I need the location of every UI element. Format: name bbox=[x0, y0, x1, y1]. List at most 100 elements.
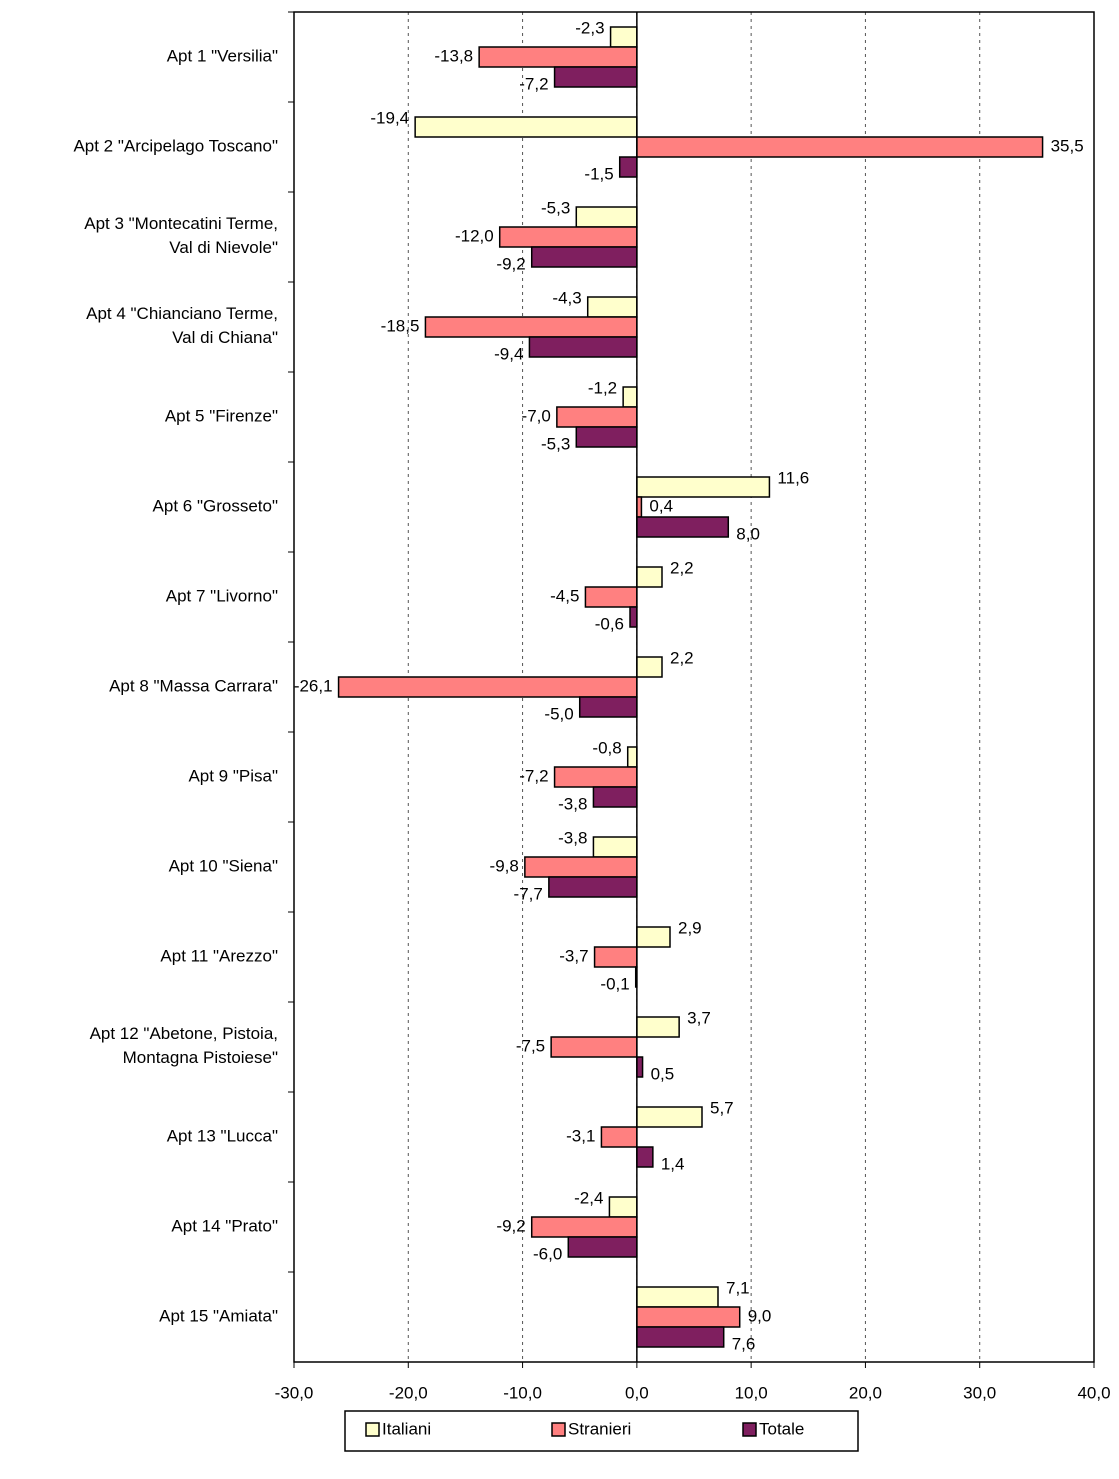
bar bbox=[636, 1326, 725, 1348]
x-tick-label: -20,0 bbox=[389, 1383, 428, 1402]
bar bbox=[575, 206, 638, 228]
y-tick-label: Apt 5 "Firenze" bbox=[165, 406, 278, 425]
y-tick-label: Apt 12 "Abetone, Pistoia, Montagna Pistoi… bbox=[90, 1024, 278, 1067]
bar bbox=[528, 336, 638, 358]
data-label: -0,1 bbox=[600, 974, 629, 993]
data-label: -13,8 bbox=[434, 46, 473, 65]
data-label: -1,5 bbox=[584, 164, 613, 183]
data-label: -18,5 bbox=[381, 316, 420, 335]
y-tick-label: Apt 13 "Lucca" bbox=[167, 1126, 278, 1145]
y-tick-label: Apt 14 "Prato" bbox=[171, 1216, 278, 1235]
data-label: 0,5 bbox=[651, 1064, 675, 1083]
y-tick-label: Apt 10 "Siena" bbox=[169, 856, 278, 875]
bar bbox=[636, 1056, 644, 1078]
data-label: 2,2 bbox=[670, 558, 694, 577]
bar bbox=[608, 1196, 638, 1218]
x-tick-label: 0,0 bbox=[625, 1383, 649, 1402]
bar bbox=[636, 566, 663, 588]
bar bbox=[584, 586, 638, 608]
data-label: -0,8 bbox=[592, 738, 621, 757]
bar bbox=[636, 1016, 680, 1038]
x-tick-label: 30,0 bbox=[963, 1383, 996, 1402]
bar bbox=[337, 676, 638, 698]
bar bbox=[622, 386, 638, 408]
bar bbox=[636, 516, 730, 538]
y-tick-label: Apt 3 "Montecatini Terme, Val di Nievole" bbox=[84, 214, 278, 257]
bar bbox=[636, 656, 663, 678]
data-label: 2,2 bbox=[670, 648, 694, 667]
data-label: -2,4 bbox=[574, 1188, 603, 1207]
plot-border bbox=[293, 11, 1095, 1363]
data-label: -3,1 bbox=[566, 1126, 595, 1145]
bar bbox=[524, 856, 638, 878]
data-label: -12,0 bbox=[455, 226, 494, 245]
data-label: -5,3 bbox=[541, 434, 570, 453]
data-label: -1,2 bbox=[588, 378, 617, 397]
y-tick-label: Apt 1 "Versilia" bbox=[167, 46, 278, 65]
bar bbox=[414, 116, 638, 138]
bar bbox=[593, 946, 638, 968]
legend-box bbox=[344, 1410, 859, 1452]
data-label: -7,2 bbox=[519, 74, 548, 93]
y-tick-label: Apt 2 "Arcipelago Toscano" bbox=[73, 136, 278, 155]
legend-label: Italiani bbox=[382, 1419, 431, 1438]
bar bbox=[618, 156, 638, 178]
bar bbox=[586, 296, 638, 318]
bar bbox=[592, 786, 638, 808]
y-tick-label: Apt 8 "Massa Carrara" bbox=[109, 676, 278, 695]
bar bbox=[636, 1306, 741, 1328]
data-label: -19,4 bbox=[370, 108, 409, 127]
bar bbox=[548, 876, 638, 898]
bar bbox=[578, 696, 638, 718]
y-tick-label: Apt 9 "Pisa" bbox=[188, 766, 278, 785]
y-tick-label: Apt 6 "Grosseto" bbox=[153, 496, 278, 515]
data-label: 7,1 bbox=[726, 1278, 750, 1297]
data-label: 35,5 bbox=[1051, 136, 1084, 155]
bar bbox=[575, 426, 638, 448]
y-tick-label: Apt 15 "Amiata" bbox=[159, 1306, 278, 1325]
data-label: -3,8 bbox=[558, 828, 587, 847]
bar bbox=[636, 1286, 719, 1308]
data-label: -7,5 bbox=[516, 1036, 545, 1055]
bar bbox=[592, 836, 638, 858]
bar bbox=[636, 136, 1044, 158]
bar bbox=[567, 1236, 638, 1258]
bar bbox=[626, 746, 638, 768]
bar bbox=[553, 766, 638, 788]
bar bbox=[550, 1036, 638, 1058]
data-label: -9,8 bbox=[490, 856, 519, 875]
legend-label: Stranieri bbox=[568, 1419, 631, 1438]
bar bbox=[636, 476, 771, 498]
data-label: -5,3 bbox=[541, 198, 570, 217]
x-tick-label: 40,0 bbox=[1077, 1383, 1110, 1402]
data-label: -0,6 bbox=[595, 614, 624, 633]
y-tick-label: Apt 4 "Chianciano Terme, Val di Chiana" bbox=[86, 304, 278, 347]
data-label: 0,4 bbox=[649, 496, 673, 515]
data-label: -4,5 bbox=[550, 586, 579, 605]
bar bbox=[498, 226, 638, 248]
data-label: 7,6 bbox=[732, 1334, 756, 1353]
data-label: -5,0 bbox=[544, 704, 573, 723]
data-label: -3,7 bbox=[559, 946, 588, 965]
data-label: 5,7 bbox=[710, 1098, 734, 1117]
data-label: 11,6 bbox=[777, 468, 809, 487]
data-label: -7,0 bbox=[522, 406, 551, 425]
bar bbox=[478, 46, 638, 68]
bar bbox=[609, 26, 638, 48]
legend-swatch bbox=[365, 1422, 380, 1437]
data-label: -6,0 bbox=[533, 1244, 562, 1263]
data-label: -7,2 bbox=[519, 766, 548, 785]
data-label: -9,2 bbox=[496, 254, 525, 273]
data-label: -4,3 bbox=[552, 288, 581, 307]
y-tick-label: Apt 11 "Arezzo" bbox=[160, 946, 278, 965]
bar bbox=[636, 1106, 703, 1128]
bar bbox=[600, 1126, 638, 1148]
data-label: -7,7 bbox=[514, 884, 543, 903]
legend-swatch bbox=[742, 1422, 757, 1437]
bar bbox=[424, 316, 638, 338]
data-label: -3,8 bbox=[558, 794, 587, 813]
data-label: 2,9 bbox=[678, 918, 702, 937]
x-tick-label: -10,0 bbox=[503, 1383, 542, 1402]
x-tick-label: 10,0 bbox=[735, 1383, 768, 1402]
